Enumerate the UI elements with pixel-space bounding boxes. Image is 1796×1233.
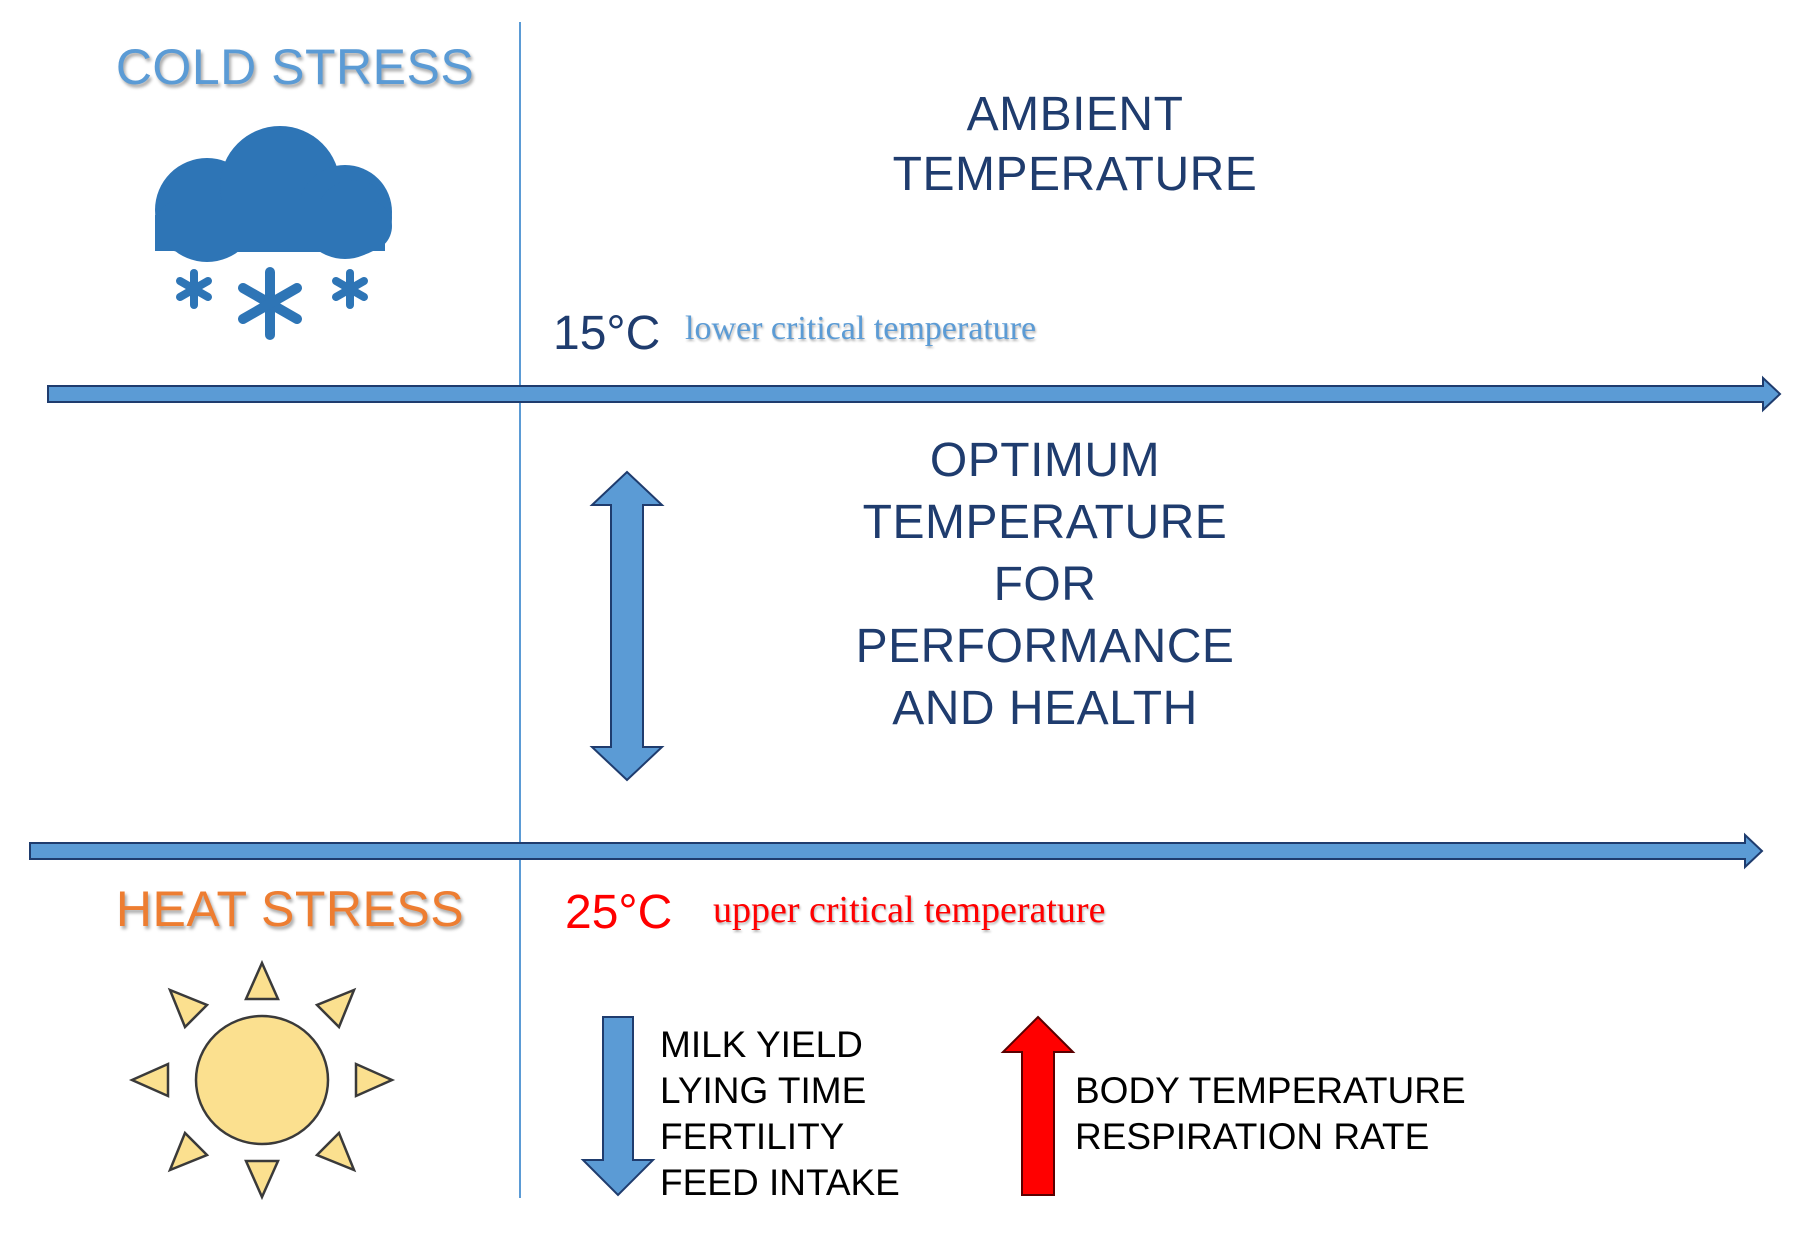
optimum-line: FOR (993, 558, 1097, 611)
ambient-temperature-title: AMBIENT TEMPERATURE (800, 85, 1350, 205)
optimum-line: OPTIMUM (929, 434, 1161, 487)
lower-critical-label: lower critical temperature (685, 310, 1037, 347)
upper-critical-value: 25°C (565, 886, 673, 939)
optimum-temperature-text: OPTIMUM TEMPERATURE FOR PERFORMANCE AND … (790, 430, 1300, 740)
ambient-title-line: AMBIENT (966, 88, 1184, 141)
sun-icon (128, 959, 396, 1201)
down-arrow-icon (580, 1016, 656, 1197)
up-arrow-icon (1000, 1015, 1076, 1196)
snowflake-icons (176, 267, 368, 340)
list-item: FERTILITY (660, 1116, 845, 1157)
optimum-line: PERFORMANCE (855, 620, 1235, 673)
snow-cloud-icon (155, 126, 392, 262)
ambient-title-line: TEMPERATURE (892, 148, 1258, 201)
list-item: RESPIRATION RATE (1075, 1116, 1430, 1157)
decrease-list: MILK YIELD LYING TIME FERTILITY FEED INT… (660, 1022, 900, 1206)
list-item: BODY TEMPERATURE (1075, 1070, 1466, 1111)
increase-list: BODY TEMPERATURE RESPIRATION RATE (1075, 1068, 1466, 1160)
upper-threshold-arrow (29, 832, 1764, 870)
lower-threshold-arrow (47, 375, 1782, 413)
optimum-range-arrow (589, 470, 665, 782)
upper-critical-label: upper critical temperature (713, 889, 1106, 931)
heat-stress-title: HEAT STRESS (115, 881, 465, 937)
cold-stress-title: COLD STRESS (115, 39, 475, 95)
optimum-line: AND HEALTH (892, 682, 1198, 735)
optimum-line: TEMPERATURE (862, 496, 1228, 549)
list-item: FEED INTAKE (660, 1162, 900, 1203)
list-item: MILK YIELD (660, 1024, 863, 1065)
lower-critical-value: 15°C (553, 307, 661, 360)
list-item: LYING TIME (660, 1070, 867, 1111)
